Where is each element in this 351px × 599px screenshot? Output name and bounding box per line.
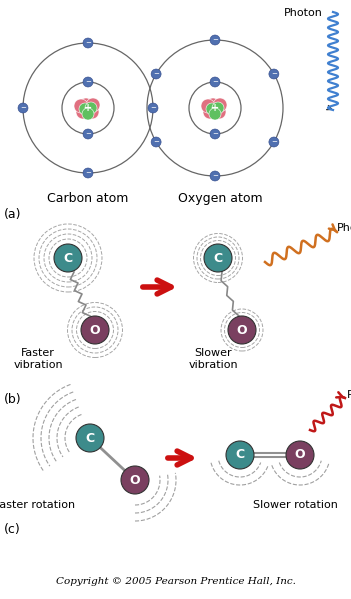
Circle shape [210, 129, 220, 139]
Circle shape [203, 105, 217, 119]
Text: O: O [295, 449, 305, 461]
Circle shape [148, 103, 158, 113]
Text: −: − [212, 173, 218, 179]
Circle shape [269, 137, 279, 147]
Text: C: C [64, 252, 73, 265]
Text: (b): (b) [4, 393, 22, 406]
Circle shape [204, 244, 232, 272]
Text: −: − [85, 131, 91, 137]
Text: −: − [271, 71, 277, 77]
Text: Carbon atom: Carbon atom [47, 192, 129, 205]
Text: (a): (a) [4, 208, 21, 221]
Text: −: − [150, 105, 156, 111]
Circle shape [82, 108, 94, 120]
Circle shape [79, 98, 93, 112]
Circle shape [286, 441, 314, 469]
Circle shape [81, 316, 109, 344]
Circle shape [83, 77, 93, 87]
Text: −: − [212, 79, 218, 85]
Text: −: − [271, 139, 277, 145]
Circle shape [212, 105, 226, 119]
Circle shape [79, 103, 91, 115]
Text: Faster
vibration: Faster vibration [13, 348, 63, 370]
Circle shape [85, 105, 99, 119]
Text: C: C [213, 252, 223, 265]
Circle shape [206, 103, 218, 115]
Circle shape [83, 129, 93, 139]
Circle shape [18, 103, 28, 113]
Text: −: − [85, 170, 91, 176]
Text: Photon: Photon [337, 223, 351, 233]
Circle shape [74, 99, 88, 113]
Circle shape [209, 108, 221, 120]
Circle shape [210, 171, 220, 181]
Text: −: − [153, 139, 159, 145]
Circle shape [85, 102, 97, 114]
Text: −: − [212, 37, 218, 43]
Circle shape [121, 466, 149, 494]
Text: +: + [211, 103, 219, 113]
Text: C: C [85, 431, 94, 444]
Circle shape [206, 98, 220, 112]
Text: Copyright © 2005 Pearson Prentice Hall, Inc.: Copyright © 2005 Pearson Prentice Hall, … [55, 577, 296, 586]
Circle shape [76, 105, 90, 119]
Text: Photon: Photon [347, 390, 351, 400]
Text: −: − [212, 131, 218, 137]
Text: Slower
vibration: Slower vibration [188, 348, 238, 370]
Text: O: O [90, 323, 100, 337]
Text: Faster rotation: Faster rotation [0, 500, 75, 510]
Circle shape [83, 38, 93, 48]
Text: Photon: Photon [284, 8, 323, 18]
Circle shape [201, 99, 215, 113]
Text: Oxygen atom: Oxygen atom [178, 192, 262, 205]
Text: −: − [85, 79, 91, 85]
Circle shape [228, 316, 256, 344]
Text: −: − [20, 105, 26, 111]
Circle shape [210, 35, 220, 45]
Circle shape [151, 137, 161, 147]
Circle shape [213, 98, 227, 112]
Circle shape [226, 441, 254, 469]
Text: O: O [130, 473, 140, 486]
Circle shape [76, 424, 104, 452]
Text: C: C [236, 449, 245, 461]
Circle shape [54, 244, 82, 272]
Text: Slower rotation: Slower rotation [253, 500, 337, 510]
Text: O: O [237, 323, 247, 337]
Circle shape [269, 69, 279, 79]
Text: +: + [84, 103, 92, 113]
Text: (c): (c) [4, 523, 21, 536]
Circle shape [151, 69, 161, 79]
Circle shape [210, 77, 220, 87]
Circle shape [83, 168, 93, 178]
Circle shape [86, 98, 100, 112]
Text: −: − [153, 71, 159, 77]
Circle shape [212, 102, 224, 114]
Text: −: − [85, 40, 91, 46]
